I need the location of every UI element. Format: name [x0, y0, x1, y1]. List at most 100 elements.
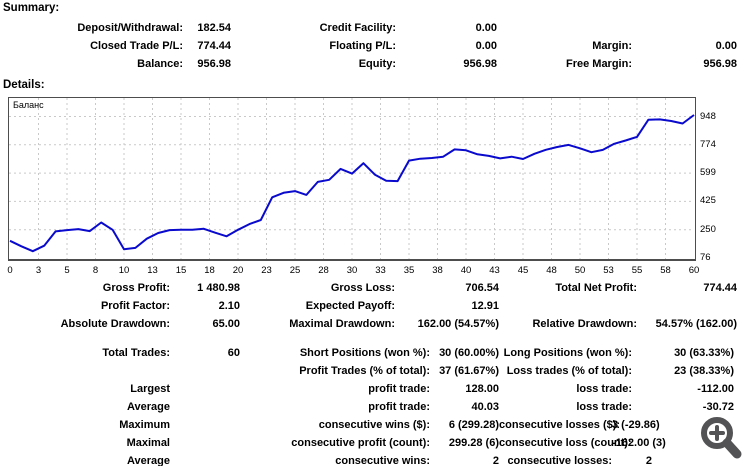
- stat-label: consecutive losses ($):: [499, 419, 621, 431]
- stat-value: [170, 380, 240, 398]
- stat-label: consecutive losses:: [507, 455, 612, 466]
- stat-value: 1 480.98: [197, 282, 240, 294]
- stat-value: 2: [645, 455, 652, 466]
- x-axis-tick: 53: [603, 265, 614, 276]
- x-axis-tick: 30: [346, 265, 358, 276]
- table-row: Closed Trade P/L: 774.44 Floating P/L: 0.00…: [0, 37, 750, 55]
- stat-value: 956.98: [463, 58, 497, 70]
- stat-value: [170, 362, 240, 380]
- stat-value: 956.98: [703, 58, 737, 70]
- table-row: Maximal consecutive profit (count): 299.28…: [0, 434, 750, 452]
- stat-value: 23 (38.33%): [674, 365, 734, 377]
- x-axis-tick: 35: [403, 265, 415, 276]
- stat-value: 0.00: [715, 40, 737, 52]
- stat-value: -162.00 (3): [612, 437, 666, 449]
- stat-value: 706.54: [465, 282, 499, 294]
- stat-value: 774.44: [703, 282, 737, 294]
- summary-table: Deposit/Withdrawal: 182.54 Credit Facility…: [0, 19, 750, 73]
- x-axis-tick: 3: [35, 265, 42, 276]
- stat-label: Margin:: [592, 40, 632, 52]
- x-axis-tick: 5: [64, 265, 70, 276]
- y-axis-tick: 250: [700, 223, 716, 235]
- x-axis-tick: 55: [631, 265, 643, 276]
- stat-value: 128.00: [465, 383, 499, 395]
- x-axis-tick: 23: [261, 265, 272, 276]
- stat-label: profit trade:: [368, 401, 430, 413]
- x-axis-tick: 25: [289, 265, 301, 276]
- table-row: Gross Profit: 1 480.98 Gross Loss: 706.54 To…: [0, 279, 750, 297]
- stat-value: 6 (299.28): [448, 419, 499, 431]
- stat-value: 3 (-29.86): [612, 419, 660, 431]
- zoom-in-icon[interactable]: [696, 413, 744, 463]
- stat-label: Relative Drawdown:: [532, 318, 637, 330]
- stat-value: 0.00: [475, 40, 497, 52]
- table-row: Largest profit trade: 128.00 loss trade: -11…: [0, 380, 750, 398]
- x-axis-tick: 40: [460, 265, 472, 276]
- stat-value: 54.57% (162.00): [655, 318, 737, 330]
- table-row: Profit Factor: 2.10 Expected Payoff: 12.91: [0, 297, 750, 315]
- stat-label: Closed Trade P/L:: [90, 40, 183, 52]
- x-axis-tick: 18: [204, 265, 215, 276]
- stat-value: 2: [492, 455, 499, 466]
- x-axis-tick: 58: [660, 265, 671, 276]
- stat-value: 30 (63.33%): [674, 347, 734, 359]
- x-axis-tick: 38: [432, 265, 443, 276]
- x-axis-tick: 33: [375, 265, 386, 276]
- stat-label: consecutive wins:: [335, 455, 430, 466]
- stat-label: Maximum: [119, 419, 170, 431]
- table-row: Balance: 956.98 Equity: 956.98 Free Margin: 9…: [0, 55, 750, 73]
- stat-label: Free Margin:: [565, 58, 632, 70]
- stat-label: [497, 19, 632, 37]
- chart-legend: Баланс: [13, 100, 44, 110]
- table-row: Deposit/Withdrawal: 182.54 Credit Facility…: [0, 19, 750, 37]
- stat-label: Profit Factor:: [100, 300, 170, 312]
- x-axis-tick: 15: [175, 265, 187, 276]
- stat-label: consecutive profit (count):: [291, 437, 430, 449]
- stat-value: [170, 416, 240, 434]
- stat-value: [170, 452, 240, 466]
- x-axis-tick: 45: [517, 265, 529, 276]
- stat-value: 65.00: [212, 318, 240, 330]
- stat-label: Equity:: [358, 58, 396, 70]
- stat-label: [0, 362, 170, 380]
- y-axis-tick: 425: [700, 195, 716, 207]
- stat-label: Profit Trades (% of total):: [299, 365, 430, 377]
- x-axis-tick: 50: [574, 265, 586, 276]
- stat-label: loss trade:: [576, 383, 632, 395]
- stat-label: Floating P/L:: [329, 40, 396, 52]
- x-axis-tick: 8: [92, 265, 99, 276]
- stat-value: -112.00: [697, 383, 734, 395]
- stat-label: Expected Payoff:: [305, 300, 395, 312]
- stat-value: [637, 297, 737, 315]
- stat-value: 182.54: [197, 22, 231, 34]
- stat-label: Largest: [130, 383, 170, 395]
- y-axis-tick: 948: [700, 110, 716, 122]
- table-row: Average consecutive wins: 2 consecutive los…: [0, 452, 750, 466]
- stat-label: loss trade:: [576, 401, 632, 413]
- stat-value: [170, 398, 240, 416]
- stat-label: Total Net Profit:: [555, 282, 637, 294]
- x-axis-tick: 43: [489, 265, 500, 276]
- stat-label: Long Positions (won %):: [503, 347, 632, 359]
- stat-value: [170, 434, 240, 452]
- stat-label: Maximal: [126, 437, 170, 449]
- table-row: Profit Trades (% of total): 37 (61.67%) Lo…: [0, 362, 750, 380]
- stats-table-profit: Gross Profit: 1 480.98 Gross Loss: 706.54 To…: [0, 279, 750, 333]
- x-axis-tick: 60: [688, 265, 700, 276]
- table-row: Average profit trade: 40.03 loss trade: -30.…: [0, 398, 750, 416]
- stat-value: 162.00 (54.57%): [417, 318, 499, 330]
- stat-value: -30.72: [702, 401, 734, 413]
- stat-label: Credit Facility:: [319, 22, 396, 34]
- stat-label: consecutive loss (count):: [499, 437, 632, 449]
- stat-label: Gross Profit:: [102, 282, 170, 294]
- table-row: Absolute Drawdown: 65.00 Maximal Drawdown:…: [0, 315, 750, 333]
- x-axis-tick: 20: [232, 265, 244, 276]
- y-axis-tick: 76: [700, 252, 711, 263]
- table-row: Maximum consecutive wins ($): 6 (299.28) co…: [0, 416, 750, 434]
- balance-chart[interactable]: [8, 97, 696, 261]
- stat-value: 40.03: [471, 401, 499, 413]
- stat-value: 299.28 (6): [448, 437, 499, 449]
- stat-value: [632, 19, 737, 37]
- stat-value: 30 (60.00%): [439, 347, 499, 359]
- stat-label: Loss trades (% of total):: [506, 365, 632, 377]
